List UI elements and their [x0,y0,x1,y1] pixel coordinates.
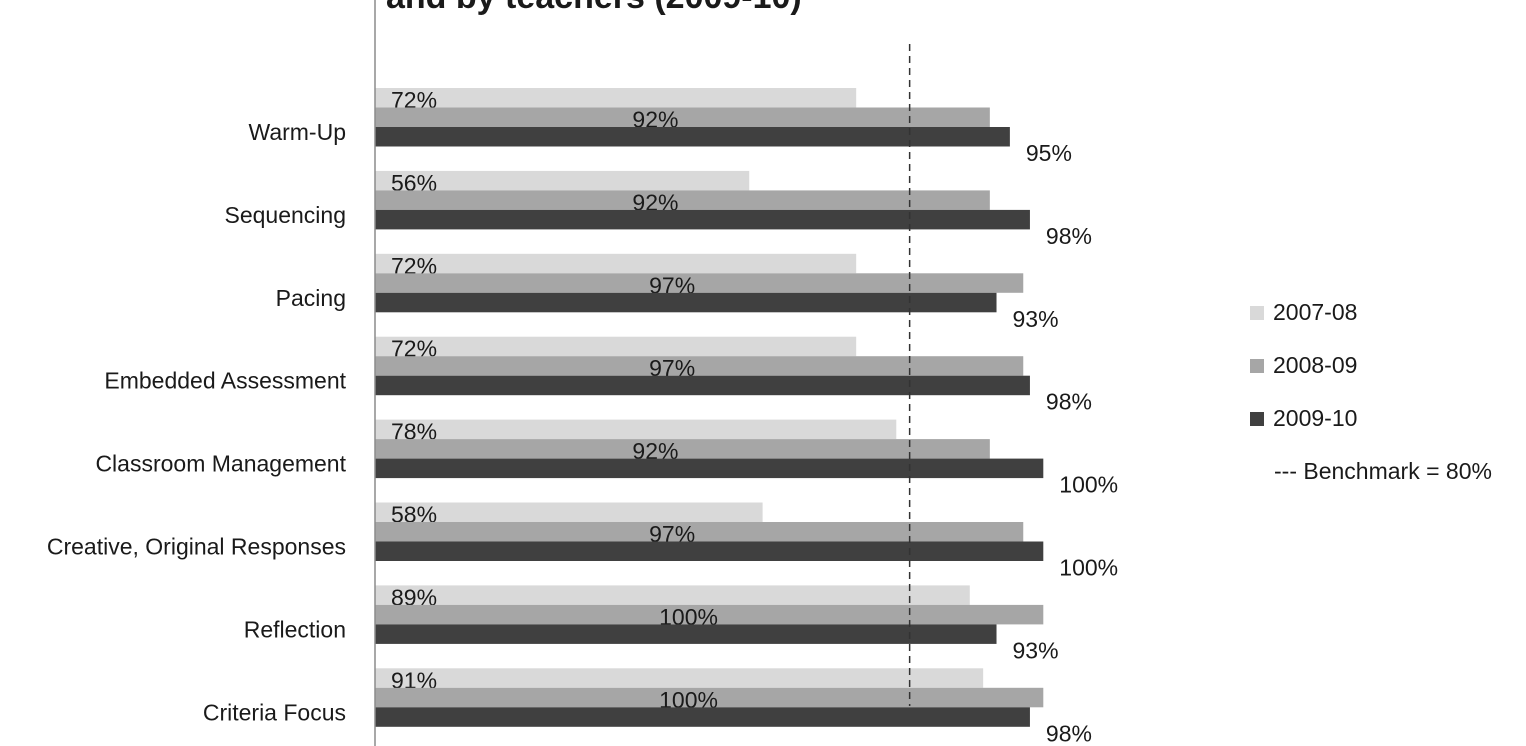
bar-embedded-assessment-2007-08 [375,336,857,357]
category-label-pacing: Pacing [276,285,346,311]
bar-pacing-2007-08 [375,253,857,274]
data-label-sequencing-2009-10: 98% [1046,223,1092,249]
data-label-creative-original-responses-2009-10: 100% [1059,555,1118,581]
data-label-pacing-2009-10: 93% [1013,306,1059,332]
bar-classroom-management-2007-08 [375,419,897,440]
legend-label-2007-08: 2007-08 [1273,299,1358,325]
bar-reflection-2007-08 [375,585,970,605]
bar-criteria-focus-2009-10 [375,707,1030,727]
category-label-sequencing: Sequencing [225,202,347,228]
chart-title: and by teachers (2009-10) [386,0,802,17]
bar-sequencing-2009-10 [375,209,1030,230]
category-label-criteria-focus: Criteria Focus [203,699,346,725]
bar-classroom-management-2009-10 [375,458,1044,479]
data-label-classroom-management-2009-10: 100% [1059,472,1118,498]
bar-embedded-assessment-2009-10 [375,375,1030,396]
category-label-embedded-assessment: Embedded Assessment [104,368,346,394]
bar-creative-original-responses-2007-08 [375,502,763,522]
data-label-reflection-2009-10: 93% [1013,637,1059,663]
bar-warm-up-2007-08 [375,88,857,108]
legend-label-2008-09: 2008-09 [1273,352,1358,378]
bar-pacing-2009-10 [375,292,997,313]
bar-creative-original-responses-2009-10 [375,541,1044,561]
bar-classroom-management-2008-09 [375,439,990,459]
bar-warm-up-2008-09 [375,107,990,127]
category-label-classroom-management: Classroom Management [95,451,346,477]
bar-criteria-focus-2007-08 [375,668,984,688]
data-label-criteria-focus-2009-10: 98% [1046,720,1092,746]
bar-creative-original-responses-2008-09 [375,522,1024,542]
legend-swatch-2007-08 [1250,305,1264,320]
legend-swatch-2009-10 [1250,411,1264,426]
bar-reflection-2009-10 [375,624,997,644]
legend-label-2009-10: 2009-10 [1273,405,1358,431]
legend: 2007-08 2008-09 2009-10 --- Benchmark = … [1250,286,1492,498]
legend-item-2008-09: 2008-09 [1250,339,1492,392]
bar-sequencing-2007-08 [375,170,750,191]
data-label-embedded-assessment-2009-10: 98% [1046,389,1092,415]
bar-sequencing-2008-09 [375,190,990,210]
bar-pacing-2008-09 [375,273,1024,293]
data-label-warm-up-2009-10: 95% [1026,140,1072,166]
legend-item-2009-10: 2009-10 [1250,392,1492,445]
category-label-reflection: Reflection [244,616,346,642]
legend-item-2007-08: 2007-08 [1250,286,1492,339]
bar-embedded-assessment-2008-09 [375,356,1024,376]
bar-reflection-2008-09 [375,604,1044,625]
bar-warm-up-2009-10 [375,127,1010,147]
legend-item-benchmark: --- Benchmark = 80% [1250,445,1492,498]
category-label-creative-original-responses: Creative, Original Responses [47,534,346,560]
legend-label-benchmark: --- Benchmark = 80% [1274,458,1492,484]
category-label-warm-up: Warm-Up [248,119,346,145]
legend-swatch-2008-09 [1250,358,1264,373]
bar-criteria-focus-2008-09 [375,687,1044,708]
